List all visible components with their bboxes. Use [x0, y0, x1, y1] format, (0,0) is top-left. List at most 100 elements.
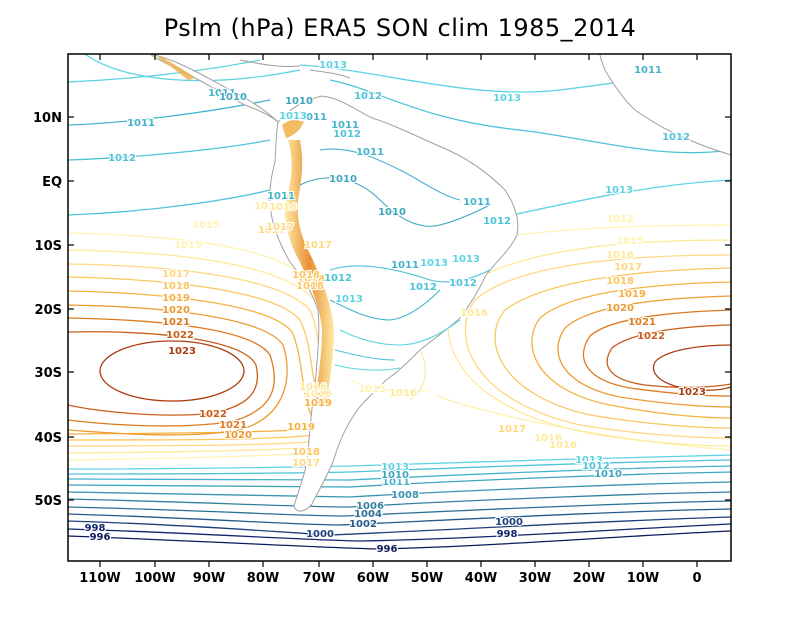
contour-label: 1019 [304, 398, 332, 409]
map-frame [67, 53, 732, 562]
lon-tick-label: 60W [357, 571, 389, 586]
contour-label: 1015 [358, 384, 386, 395]
contour-label: 1011 [331, 120, 359, 131]
lat-tick-label: 30S [35, 366, 62, 381]
south-america-land [269, 95, 519, 512]
contour-1016-east [447, 239, 731, 447]
contour-label: 1012 [354, 91, 382, 102]
contour-label: 1018 [296, 281, 324, 292]
contour-1022-east [606, 324, 731, 389]
contour-label: 1013 [279, 111, 307, 122]
contour-1012-south [68, 459, 731, 475]
contour-label: 1021 [219, 420, 247, 431]
contour-label: 1011 [634, 65, 662, 76]
contour-label: 1022 [199, 409, 227, 420]
contour-label: 1019 [618, 289, 646, 300]
contour-1017-sw [68, 439, 331, 447]
contour-label: 998 [85, 523, 106, 534]
contour-label: 1012 [108, 153, 136, 164]
contour-1012-brazil [329, 265, 491, 283]
contour-label: 1016 [534, 433, 562, 444]
contour-1011-amazon [319, 148, 461, 201]
contour-1011-south [68, 465, 731, 481]
contour-1011-chaco [329, 289, 441, 321]
contour-label: 1018 [606, 276, 634, 287]
contour-label: 998 [497, 529, 518, 540]
contour-label: 1016 [269, 202, 297, 213]
contour-label: 1011 [356, 147, 384, 158]
africa-land [599, 54, 731, 156]
lon-tick-label: 50W [411, 571, 443, 586]
lon-tick-label: 100W [134, 571, 175, 586]
contour-1015-coast [349, 379, 431, 393]
contour-996 [68, 530, 731, 550]
contour-label: 1012 [409, 282, 437, 293]
contour-1021-west [68, 317, 275, 427]
contour-label: 1012 [582, 461, 610, 472]
andes-shading [284, 140, 334, 405]
contour-label: 1013 [335, 294, 363, 305]
contour-label: 1011 [299, 112, 327, 123]
contour-1006 [68, 491, 731, 508]
contour-label: 1016 [549, 440, 577, 451]
lon-tick-label: 30W [519, 571, 551, 586]
contour-label: 1013 [420, 258, 448, 269]
lat-tick-label: 10N [33, 111, 62, 126]
contour-1012-north [68, 139, 271, 216]
contour-1011-north [68, 99, 271, 126]
contour-1010-south [68, 471, 731, 488]
contour-label: 1016 [389, 388, 417, 399]
contour-label: 1017 [162, 269, 190, 280]
contour-label: 1016 [460, 308, 488, 319]
contour-label: 1011 [127, 118, 155, 129]
contour-label: 1011 [267, 191, 295, 202]
contour-1023-east [652, 344, 731, 391]
contour-label: 1010 [381, 470, 409, 481]
contour-998 [68, 523, 731, 542]
contour-1023-west [99, 340, 245, 402]
lon-tick-label: 80W [247, 571, 279, 586]
contour-label: 1023 [168, 346, 196, 357]
lon-tick-label: 110W [79, 571, 120, 586]
contour-label: 1021 [628, 317, 656, 328]
contour-label: 996 [377, 544, 398, 555]
contour-label: 1015 [616, 236, 644, 247]
contour-label: 1010 [219, 92, 247, 103]
map-title: Pslm (hPa) ERA5 SON clim 1985_2014 [163, 14, 637, 42]
contour-label: 1021 [162, 317, 190, 328]
contour-label: 996 [90, 532, 111, 543]
contour-label: 1012 [324, 273, 352, 284]
lon-tick-label: 20W [573, 571, 605, 586]
contour-label: 1016 [299, 382, 327, 393]
contour-label: 1023 [678, 387, 706, 398]
lat-tick-label: 40S [35, 431, 62, 446]
contour-label: 1016 [304, 389, 332, 400]
central-america-shading [158, 56, 195, 80]
contour-label: 1020 [162, 305, 190, 316]
contour-label: 1011 [391, 260, 419, 271]
contour-label: 1012 [662, 132, 690, 143]
contour-label: 1012 [333, 129, 361, 140]
contour-1019-west [68, 290, 321, 429]
contour-label: 1016 [606, 250, 634, 261]
contour-1004 [68, 500, 731, 517]
contour-1008 [68, 481, 731, 498]
contour-1021-east [582, 309, 731, 397]
contour-label: 1017 [304, 240, 332, 251]
contour-1016-sw [68, 445, 331, 454]
lon-tick-label: 40W [465, 571, 497, 586]
contour-label: 1012 [483, 216, 511, 227]
contour-label: 1010 [378, 207, 406, 218]
lon-tick-label: 10W [627, 571, 659, 586]
contour-label: 1019 [287, 422, 315, 433]
contour-label: 1011 [463, 197, 491, 208]
contour-label: 1020 [606, 303, 634, 314]
contour-label: 1018 [292, 270, 320, 281]
contour-label: 1010 [594, 469, 622, 480]
contour-label: 1002 [349, 519, 377, 530]
contour-label: 1006 [356, 501, 384, 512]
contour-label: 1000 [495, 517, 523, 528]
contour-label: 1000 [306, 529, 334, 540]
